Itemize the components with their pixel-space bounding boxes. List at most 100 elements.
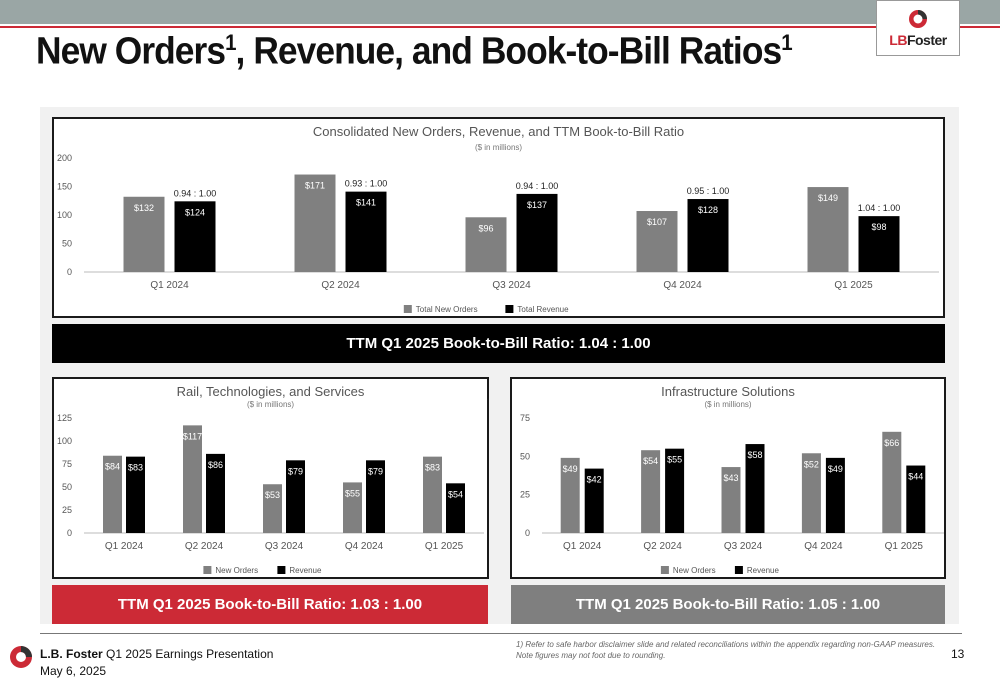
legend-label: New Orders [215,566,258,575]
footer-date: May 6, 2025 [40,664,107,678]
orders-data-label: $53 [265,490,280,500]
legend-swatch [203,566,212,574]
revenue-data-label: $49 [828,464,843,474]
revenue-data-label: $42 [587,475,602,485]
bar-revenue [516,193,558,272]
bar-orders [294,174,336,272]
orders-data-label: $43 [723,473,738,483]
x-tick-label: Q1 2024 [563,541,602,552]
y-tick-label: 75 [520,413,530,423]
revenue-data-label: $98 [871,222,886,232]
legend-swatch [505,305,514,313]
orders-data-label: $107 [647,217,667,227]
consolidated-book-to-bill-banner: TTM Q1 2025 Book-to-Bill Ratio: 1.04 : 1… [52,324,945,363]
orders-data-label: $171 [305,181,325,191]
legend-swatch [277,566,286,574]
bar-revenue [825,457,845,533]
bar-orders [801,453,821,533]
legend-swatch [734,566,743,574]
y-tick-label: 125 [57,413,72,423]
x-tick-label: Q1 2024 [105,541,144,552]
y-tick-label: 75 [62,459,72,469]
legend-label: New Orders [673,566,716,575]
bar-orders [343,482,362,533]
y-tick-label: 50 [520,451,530,461]
bar-revenue [174,201,216,272]
y-tick-label: 50 [62,482,72,492]
top-band [0,0,1000,24]
legend-swatch [403,305,412,313]
logo-mark-icon [909,10,927,28]
footer-company: L.B. Foster [40,647,103,661]
lb-foster-logo: LBFoster [876,0,960,56]
x-tick-label: Q4 2024 [804,541,843,552]
footer-text: L.B. Foster Q1 2025 Earnings Presentatio… [40,646,273,680]
consolidated-chart-svg: Consolidated New Orders, Revenue, and TT… [57,124,939,314]
revenue-data-label: $54 [448,489,463,499]
bar-orders [423,456,442,533]
revenue-data-label: $86 [208,460,223,470]
x-tick-label: Q4 2024 [663,280,702,291]
page-number: 13 [951,647,965,661]
y-tick-label: 25 [520,490,530,500]
orders-data-label: $54 [643,456,658,466]
ratio-label: 0.94 : 1.00 [516,181,559,191]
footer-presentation: Q1 2025 Earnings Presentation [102,647,274,661]
orders-data-label: $96 [478,223,493,233]
legend-swatch [660,566,669,574]
bar-revenue [665,448,685,533]
orders-data-label: $84 [105,462,120,472]
y-tick-label: 100 [57,210,72,220]
infra-chart: Infrastructure Solutions ($ in millions) 0… [510,377,946,579]
x-tick-label: Q3 2024 [492,280,531,291]
legend-label: Revenue [289,566,322,575]
legend-label: Total Revenue [517,305,569,314]
footnote-line-2: Note figures may not foot due to roundin… [516,651,666,660]
revenue-data-label: $124 [185,207,205,217]
chart-title: Consolidated New Orders, Revenue, and TT… [313,124,684,139]
bar-orders [636,211,678,272]
legend-label: Total New Orders [416,305,478,314]
orders-data-label: $83 [425,463,440,473]
revenue-data-label: $83 [128,463,143,473]
logo-wordmark: LBFoster [889,32,947,48]
bar-revenue [446,483,465,533]
revenue-data-label: $128 [698,205,718,215]
y-tick-label: 0 [525,528,530,538]
chart-subtitle: ($ in millions) [475,143,522,152]
rail-book-to-bill-banner: TTM Q1 2025 Book-to-Bill Ratio: 1.03 : 1… [52,585,488,624]
orders-data-label: $132 [134,203,154,213]
bar-revenue [858,216,900,272]
ratio-label: 0.95 : 1.00 [687,186,730,196]
bar-orders [807,187,849,272]
chart-subtitle: ($ in millions) [704,400,751,409]
rail-chart: Rail, Technologies, and Services ($ in mi… [52,377,489,579]
revenue-data-label: $79 [288,466,303,476]
orders-data-label: $149 [818,193,838,203]
legend-label: Revenue [747,566,780,575]
x-tick-label: Q2 2024 [321,280,360,291]
bar-orders [641,450,661,533]
chart-title: Rail, Technologies, and Services [177,384,365,399]
footnote-line-1: 1) Refer to safe harbor disclaimer slide… [516,640,936,649]
x-tick-label: Q2 2024 [185,541,224,552]
orders-data-label: $52 [804,459,819,469]
y-tick-label: 0 [67,267,72,277]
orders-data-label: $49 [563,464,578,474]
y-tick-label: 200 [57,153,72,163]
bar-orders [721,467,741,533]
orders-data-label: $55 [345,488,360,498]
bar-revenue [345,191,387,272]
rail-chart-svg: Rail, Technologies, and Services($ in mi… [57,384,484,575]
chart-subtitle: ($ in millions) [247,400,294,409]
bar-orders [123,196,165,272]
x-tick-label: Q3 2024 [724,541,763,552]
x-tick-label: Q2 2024 [643,541,682,552]
infra-chart-svg: Infrastructure Solutions($ in millions) 0… [520,384,944,575]
x-tick-label: Q4 2024 [345,541,384,552]
orders-data-label: $117 [183,431,202,441]
page-title: New Orders1, Revenue, and Book-to-Bill R… [36,30,793,73]
bar-revenue [906,465,926,533]
bar-revenue [126,456,145,533]
ratio-label: 0.93 : 1.00 [345,179,388,189]
